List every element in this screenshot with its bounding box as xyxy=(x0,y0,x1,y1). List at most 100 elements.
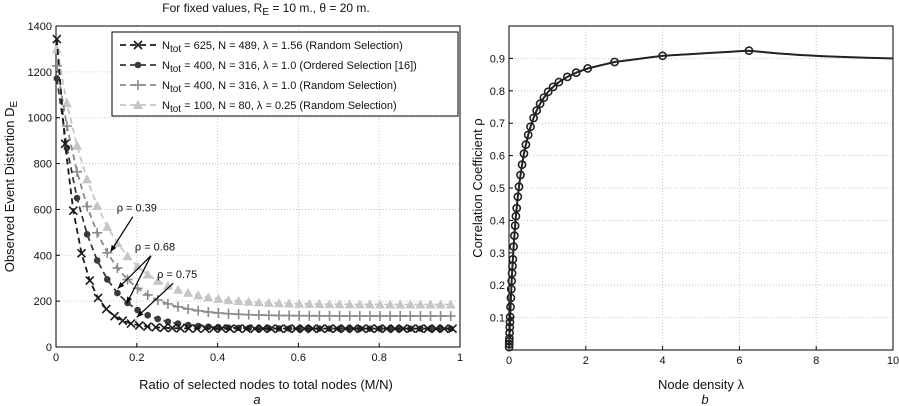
y-tick-label: 800 xyxy=(34,159,52,171)
x-tick-label: 0.4 xyxy=(210,352,225,364)
y-tick-label: 0.6 xyxy=(490,151,505,163)
y-tick-label: 0 xyxy=(46,342,52,354)
series-point xyxy=(425,299,436,309)
series-point xyxy=(504,333,514,343)
series-point xyxy=(203,292,214,302)
annotation-arrowhead xyxy=(110,244,117,252)
series-point xyxy=(334,310,345,321)
series-point xyxy=(445,299,456,309)
series-point xyxy=(415,311,426,322)
series-point xyxy=(142,289,153,300)
series-point xyxy=(425,311,436,322)
series-point xyxy=(382,324,392,334)
annotation: ρ = 0.68 xyxy=(117,242,175,304)
series-point xyxy=(173,284,184,294)
y-tick-label: 0.2 xyxy=(490,280,505,292)
series-point xyxy=(52,34,62,44)
series-point xyxy=(213,307,224,318)
series-point xyxy=(72,166,83,177)
y-tick-label: 1400 xyxy=(28,21,52,33)
series-point xyxy=(316,324,326,334)
series-point xyxy=(144,311,152,319)
series-point xyxy=(154,315,162,323)
series-point xyxy=(510,221,520,230)
series-point xyxy=(505,317,515,327)
series-point xyxy=(284,310,295,321)
series-point xyxy=(225,324,235,334)
series-point xyxy=(142,269,153,279)
series-point xyxy=(535,99,545,109)
annotation-arrow xyxy=(136,282,174,318)
series-point xyxy=(365,324,375,334)
y-tick-label: 0.7 xyxy=(490,118,505,130)
series-point xyxy=(233,296,244,306)
series-point xyxy=(173,301,184,312)
legend-box xyxy=(111,31,459,117)
series-point xyxy=(505,322,515,332)
x-tick-label: 0 xyxy=(53,352,59,364)
series-point xyxy=(390,324,400,334)
figure-header: For fixed values, RE = 10 m., θ = 20 m. xyxy=(162,1,369,18)
series-point xyxy=(314,299,325,309)
series-3 xyxy=(51,60,456,322)
series-point xyxy=(223,295,234,305)
series-point xyxy=(435,311,446,322)
series-point xyxy=(294,298,305,308)
series-point xyxy=(233,309,244,320)
series-point xyxy=(274,310,285,321)
series-point xyxy=(314,310,325,321)
series-point xyxy=(658,51,667,61)
y-tick-label: 0.3 xyxy=(490,248,505,260)
series-point xyxy=(60,139,70,149)
series-point xyxy=(532,106,542,115)
series-point xyxy=(72,140,83,150)
series-point xyxy=(526,122,535,132)
y-tick-label: 0.9 xyxy=(490,53,505,65)
annotation-text: ρ = 0.39 xyxy=(117,203,157,215)
series-point xyxy=(193,305,204,316)
series-point xyxy=(406,324,416,334)
legend: Ntot = 625, N = 489, λ = 1.56 (Random Se… xyxy=(111,31,459,117)
legend-marker xyxy=(134,61,142,69)
series-point xyxy=(398,324,408,334)
plot-frame xyxy=(55,25,461,348)
series-point xyxy=(92,227,103,238)
chart-correlation: 0 2 4 6 8 10 0.1 0.2 0.3 0.4 0.5 0.6 0.7 0.8 0.9 Node d… xyxy=(470,25,899,392)
annotation-arrowhead xyxy=(136,310,144,318)
series-point xyxy=(192,323,202,334)
series-point xyxy=(213,293,224,303)
series-point xyxy=(505,312,515,322)
legend-entry: Ntot = 400, N = 316, λ = 1.0 (Ordered Se… xyxy=(120,60,417,75)
series-point xyxy=(203,307,214,318)
series-point xyxy=(243,296,254,306)
y-axis-label: Observed Event Distortion DE xyxy=(2,100,20,272)
series-point xyxy=(83,230,91,238)
series-point xyxy=(304,310,315,321)
legend-label: Ntot = 400, N = 316, λ = 1.0 (Random Sel… xyxy=(162,80,397,95)
series-point xyxy=(435,299,446,309)
legend-marker xyxy=(133,100,143,109)
series-point xyxy=(364,299,375,309)
series-point xyxy=(415,299,426,309)
series-point xyxy=(405,311,416,322)
series-point xyxy=(167,323,177,333)
series-point xyxy=(548,82,558,92)
series-point xyxy=(175,323,186,333)
series-point xyxy=(562,72,572,82)
series-point xyxy=(299,324,309,334)
series-point xyxy=(529,113,538,123)
header-suffix: = 10 m., θ = 20 m. xyxy=(269,1,370,15)
series-point xyxy=(539,93,549,103)
y-tick-label: 0.5 xyxy=(490,183,505,195)
series-point xyxy=(253,310,264,321)
series-point xyxy=(307,324,317,334)
x-axis-label: Node density λ xyxy=(658,377,744,392)
series-line xyxy=(508,49,894,348)
legend-label: Ntot = 100, N = 80, λ = 0.25 (Random Sel… xyxy=(162,100,397,115)
series-point xyxy=(521,140,531,149)
series-point xyxy=(519,149,529,159)
legend-marker xyxy=(133,80,143,90)
y-tick-label: 600 xyxy=(34,204,52,216)
series-point xyxy=(183,287,194,297)
